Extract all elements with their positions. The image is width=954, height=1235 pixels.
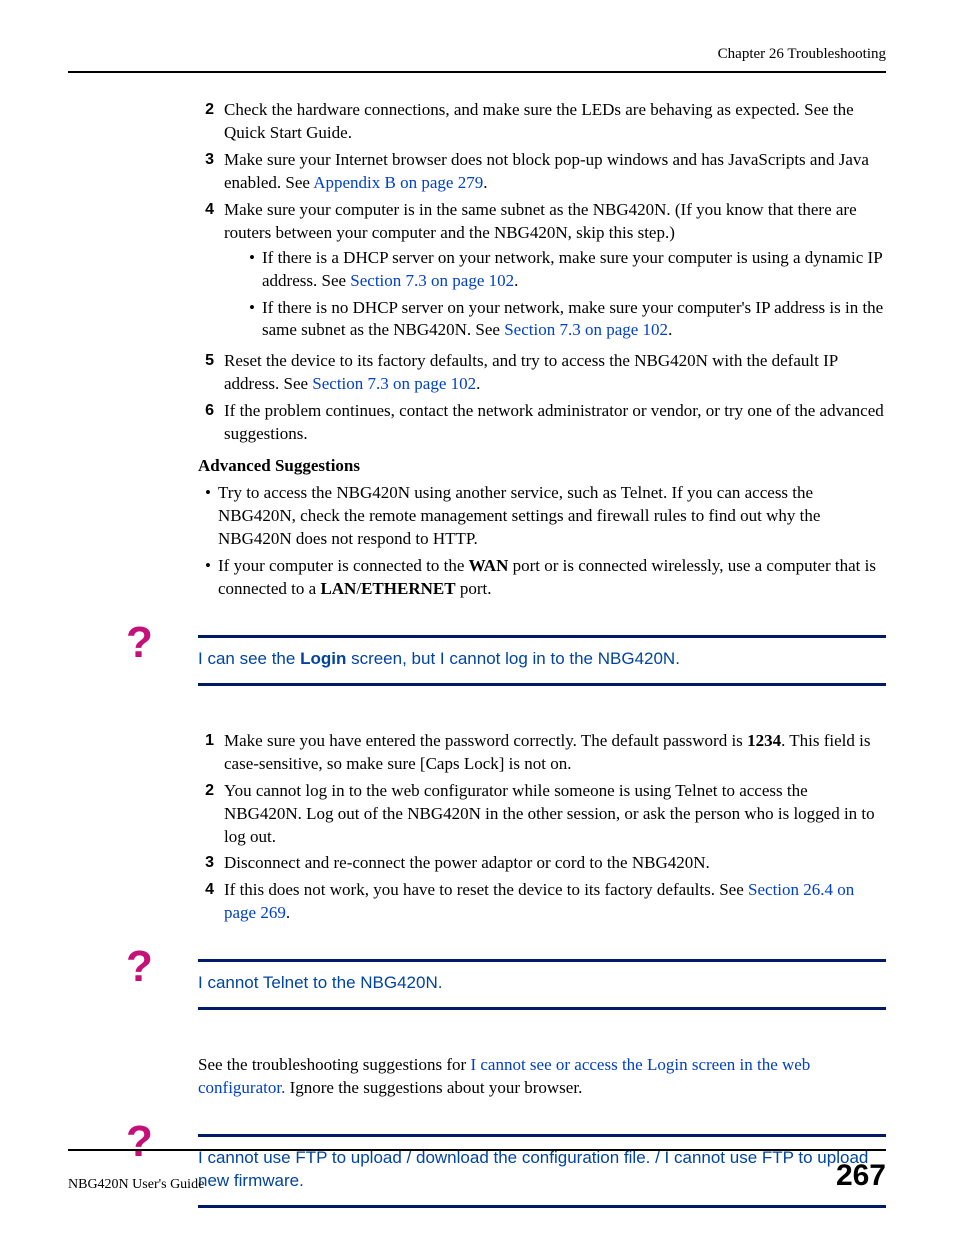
text-run: If your computer is connected to the <box>218 556 469 575</box>
text-run: I can see the <box>198 649 300 668</box>
text-run: port. <box>456 579 492 598</box>
text-run: . <box>286 903 290 922</box>
bullet-item: Try to access the NBG420N using another … <box>198 482 886 551</box>
step-2: 2 You cannot log in to the web configura… <box>198 780 886 849</box>
text-run: . <box>668 320 672 339</box>
paragraph: See the troubleshooting suggestions for … <box>198 1054 886 1100</box>
text-run: . <box>476 374 480 393</box>
main-content: 2 Check the hardware connections, and ma… <box>198 99 886 1208</box>
step-number: 2 <box>198 99 224 145</box>
step-6: 6 If the problem continues, contact the … <box>198 400 886 446</box>
advanced-suggestions-heading: Advanced Suggestions <box>198 456 886 476</box>
divider-bar <box>198 683 886 686</box>
sub-bullets: If there is a DHCP server on your networ… <box>242 247 886 343</box>
step-number: 3 <box>198 149 224 195</box>
link-section-7-3[interactable]: Section 7.3 on page 102 <box>504 320 668 339</box>
step-3: 3 Disconnect and re-connect the power ad… <box>198 852 886 875</box>
step-text: Make sure your computer is in the same s… <box>224 199 886 347</box>
divider-bar <box>198 635 886 638</box>
question-title: I can see the Login screen, but I cannot… <box>198 646 886 673</box>
step-2: 2 Check the hardware connections, and ma… <box>198 99 886 145</box>
bold-wan: WAN <box>469 556 509 575</box>
chapter-header: Chapter 26 Troubleshooting <box>68 46 886 73</box>
text-run: . <box>514 271 518 290</box>
bold-lan: LAN <box>320 579 356 598</box>
step-number: 3 <box>198 852 224 875</box>
question-telnet: ? I cannot Telnet to the NBG420N. <box>198 959 886 1010</box>
question-mark-icon: ? <box>126 621 153 665</box>
divider-bar <box>198 1134 886 1137</box>
text-run: Make sure you have entered the password … <box>224 731 747 750</box>
steps-list-2: 1 Make sure you have entered the passwor… <box>198 730 886 926</box>
step-text: If this does not work, you have to reset… <box>224 879 886 925</box>
bullet-item: If there is a DHCP server on your networ… <box>242 247 886 293</box>
text-run: Make sure your computer is in the same s… <box>224 200 857 242</box>
step-text: Reset the device to its factory defaults… <box>224 350 886 396</box>
text-run: See the troubleshooting suggestions for <box>198 1055 470 1074</box>
step-number: 2 <box>198 780 224 849</box>
link-section-7-3[interactable]: Section 7.3 on page 102 <box>312 374 476 393</box>
text-run: If this does not work, you have to reset… <box>224 880 748 899</box>
text-run: Try to access the NBG420N using another … <box>218 482 886 551</box>
step-text: You cannot log in to the web configurato… <box>224 780 886 849</box>
bullet-item: If your computer is connected to the WAN… <box>198 555 886 601</box>
bold-ethernet: ETHERNET <box>361 579 455 598</box>
text-run: . <box>483 173 487 192</box>
step-number: 4 <box>198 879 224 925</box>
steps-list-1: 2 Check the hardware connections, and ma… <box>198 99 886 446</box>
bold-login: Login <box>300 649 346 668</box>
step-4: 4 Make sure your computer is in the same… <box>198 199 886 347</box>
step-text: Make sure you have entered the password … <box>224 730 886 776</box>
bullet-item: If there is no DHCP server on your netwo… <box>242 297 886 343</box>
step-4: 4 If this does not work, you have to res… <box>198 879 886 925</box>
question-mark-icon: ? <box>126 945 153 989</box>
step-number: 1 <box>198 730 224 776</box>
step-5: 5 Reset the device to its factory defaul… <box>198 350 886 396</box>
bold-password: 1234 <box>747 731 781 750</box>
footer-page-number: 267 <box>836 1159 886 1193</box>
step-3: 3 Make sure your Internet browser does n… <box>198 149 886 195</box>
step-text: Make sure your Internet browser does not… <box>224 149 886 195</box>
step-text: If the problem continues, contact the ne… <box>224 400 886 446</box>
question-title: I cannot Telnet to the NBG420N. <box>198 970 886 997</box>
step-1: 1 Make sure you have entered the passwor… <box>198 730 886 776</box>
step-number: 4 <box>198 199 224 347</box>
link-section-7-3[interactable]: Section 7.3 on page 102 <box>350 271 514 290</box>
text-run: Ignore the suggestions about your browse… <box>285 1078 582 1097</box>
step-text: Disconnect and re-connect the power adap… <box>224 852 886 875</box>
divider-bar <box>198 1205 886 1208</box>
footer-guide-name: NBG420N User's Guide <box>68 1177 204 1193</box>
step-text: Check the hardware connections, and make… <box>224 99 886 145</box>
advanced-bullets: Try to access the NBG420N using another … <box>198 482 886 601</box>
divider-bar <box>198 959 886 962</box>
page-footer: NBG420N User's Guide 267 <box>68 1149 886 1193</box>
divider-bar <box>198 1007 886 1010</box>
question-login: ? I can see the Login screen, but I cann… <box>198 635 886 686</box>
step-number: 5 <box>198 350 224 396</box>
step-number: 6 <box>198 400 224 446</box>
link-appendix-b[interactable]: Appendix B on page 279 <box>313 173 483 192</box>
text-run: screen, but I cannot log in to the NBG42… <box>346 649 680 668</box>
